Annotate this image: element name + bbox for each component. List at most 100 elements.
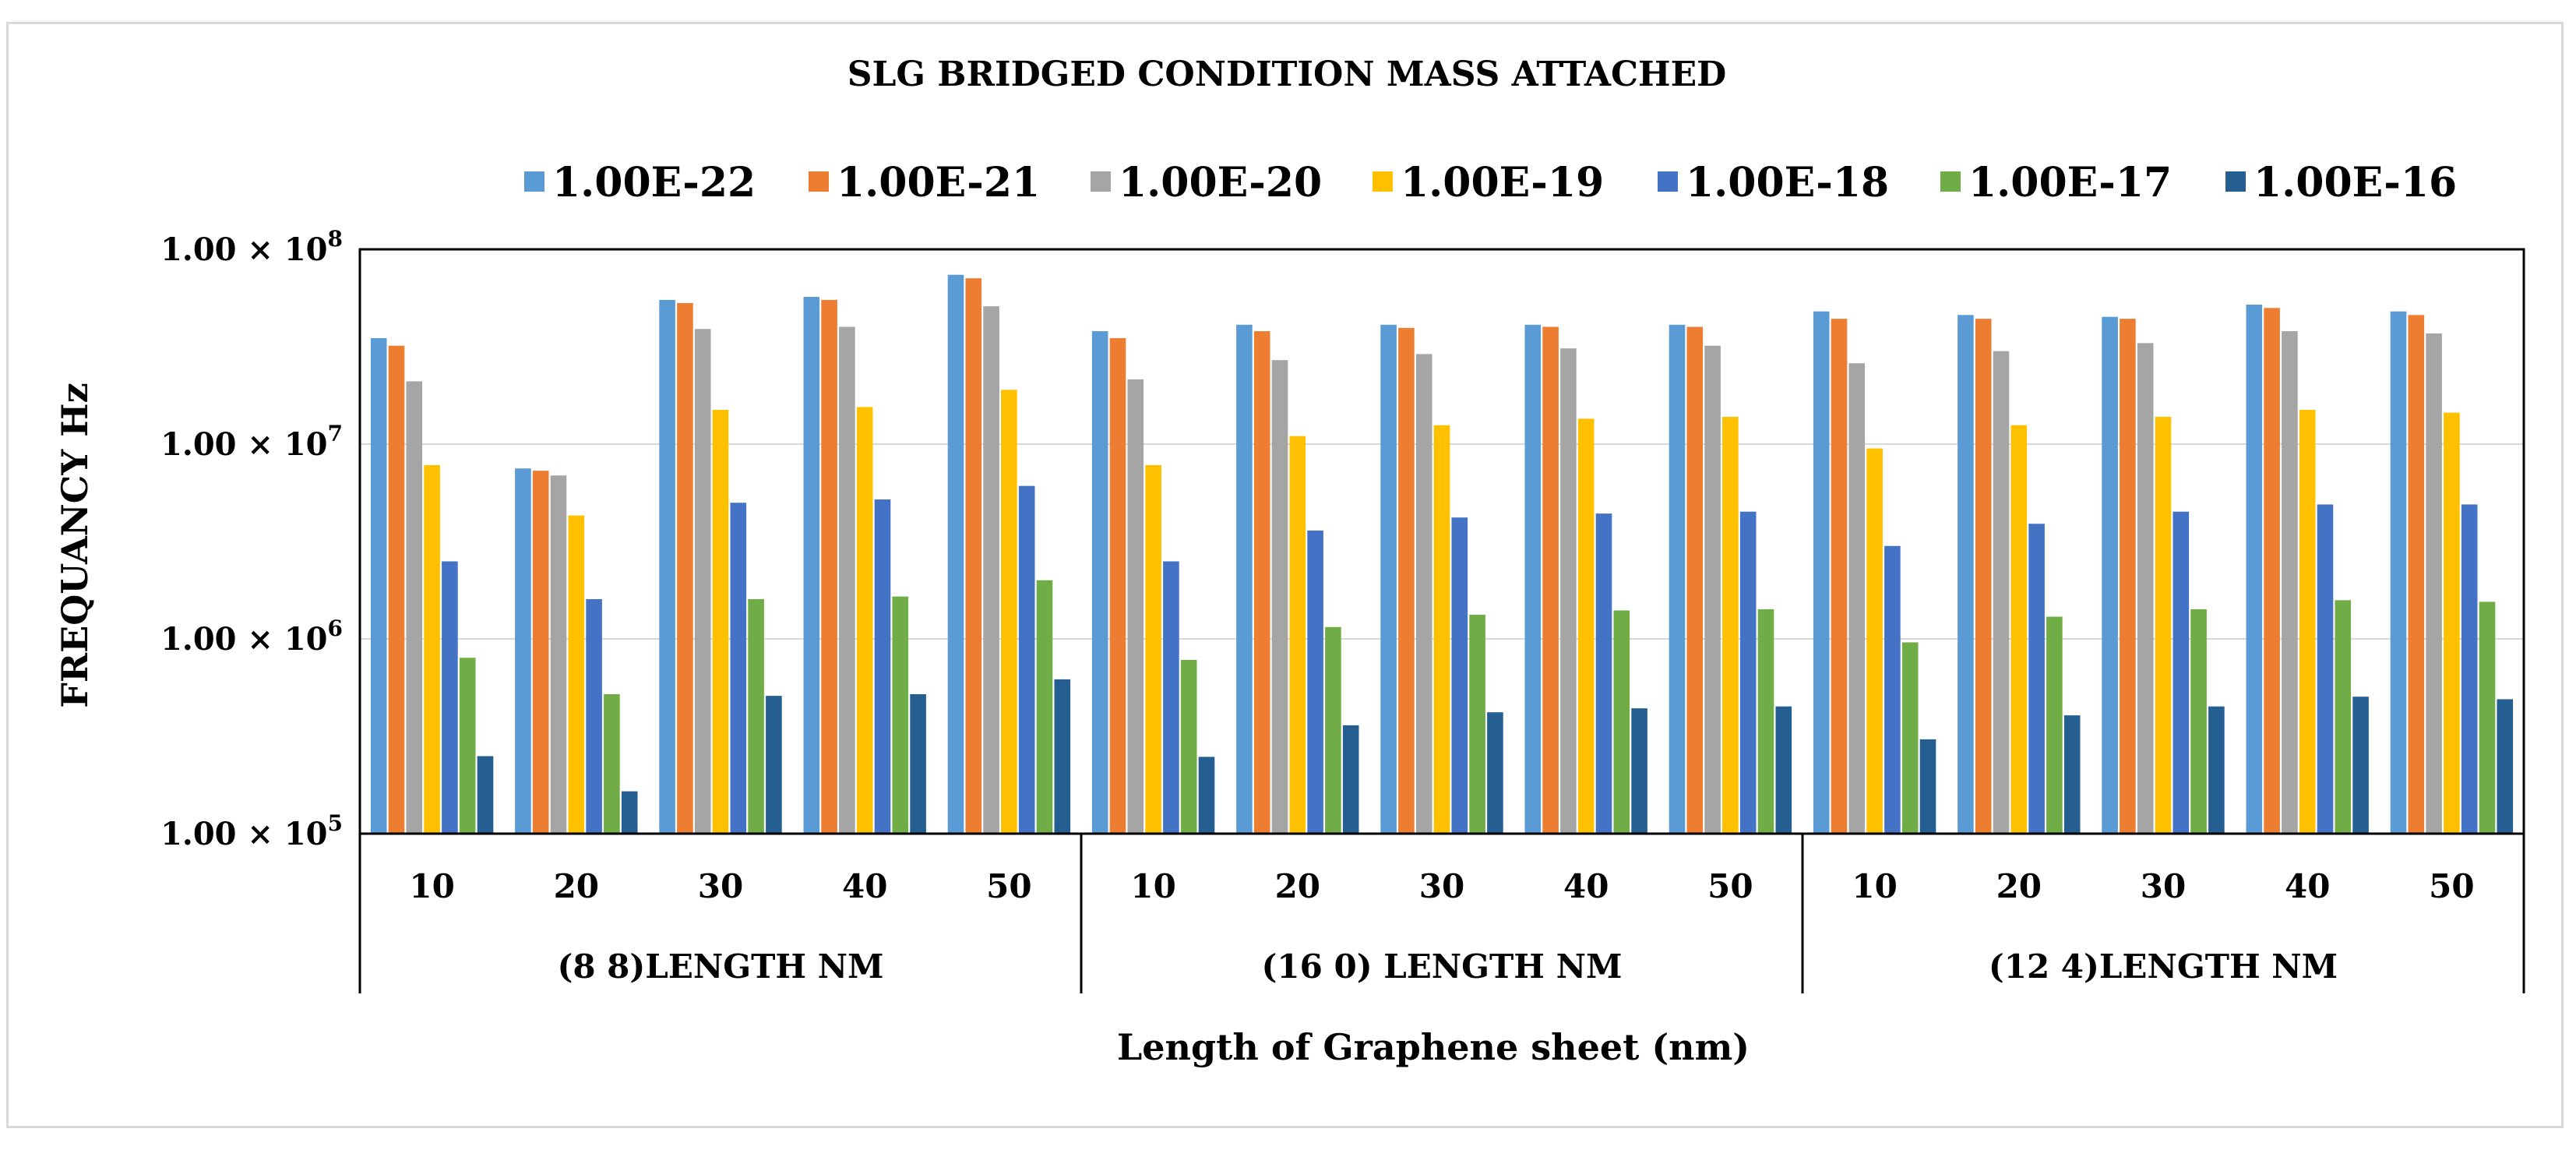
legend-swatch xyxy=(2225,171,2246,192)
bar xyxy=(1975,319,1992,834)
bar xyxy=(712,409,729,834)
bar xyxy=(677,302,693,834)
bar xyxy=(748,598,764,834)
bar xyxy=(1722,417,1739,834)
bar xyxy=(2264,308,2280,834)
bar xyxy=(2046,616,2063,834)
bar xyxy=(2335,600,2352,834)
legend-swatch xyxy=(1373,171,1393,192)
y-axis-ticks: 1.00 × 105 1.00 × 106 1.00 × 107 1.00 × 108 xyxy=(160,226,343,852)
x-tick-label: 30 xyxy=(698,867,743,905)
y-axis-title: FREQUANCY Hz xyxy=(54,383,96,708)
bar xyxy=(388,345,405,834)
x-tick-label: 50 xyxy=(2429,867,2474,905)
bar xyxy=(1342,725,1359,834)
legend-item: 1.00E-20 xyxy=(1091,159,1322,206)
bar xyxy=(1595,513,1612,834)
bar xyxy=(2497,699,2514,834)
bar xyxy=(892,596,909,834)
bar xyxy=(1901,642,1919,834)
bar xyxy=(1469,615,1485,834)
x-tick-label: 10 xyxy=(1852,867,1897,905)
bar xyxy=(515,468,531,834)
bar xyxy=(1739,511,1757,834)
bar xyxy=(1380,324,1397,834)
bar xyxy=(2299,409,2316,834)
plot-area-border xyxy=(358,248,2525,835)
bar xyxy=(1866,448,1883,834)
x-group-label: (8 8)LENGTH NM xyxy=(557,947,883,986)
bar xyxy=(550,475,567,834)
bar xyxy=(1993,351,2010,834)
bar xyxy=(766,696,782,834)
x-tick-label: 40 xyxy=(842,867,887,905)
bar xyxy=(1958,315,1974,834)
bar xyxy=(568,515,585,834)
bar xyxy=(2190,609,2207,834)
bar xyxy=(874,499,891,834)
bar xyxy=(730,503,747,834)
bar xyxy=(659,299,675,834)
bar xyxy=(2444,412,2460,834)
bar xyxy=(1577,418,1595,834)
legend-swatch xyxy=(809,171,829,192)
bar xyxy=(406,381,423,834)
bar xyxy=(1289,436,1306,834)
bar xyxy=(1145,464,1161,834)
bar xyxy=(2390,311,2407,834)
x-axis-title: Length of Graphene sheet (nm) xyxy=(1117,1026,1750,1068)
legend-item: 1.00E-21 xyxy=(809,159,1040,206)
bar xyxy=(2137,343,2154,834)
x-tick-label: 40 xyxy=(2285,867,2330,905)
bar xyxy=(477,756,494,834)
bar xyxy=(2317,504,2334,834)
chart-title: SLG BRIDGED CONDITION MASS ATTACHED xyxy=(848,55,1727,94)
bar xyxy=(1325,626,1341,834)
legend-label: 1.00E-19 xyxy=(1401,159,1604,206)
bar xyxy=(2173,511,2190,834)
legend-item: 1.00E-22 xyxy=(524,159,756,206)
legend-label: 1.00E-16 xyxy=(2254,159,2457,206)
chart-frame xyxy=(6,22,2564,1128)
bar xyxy=(2426,333,2442,834)
x-axis: 10 20 30 40 50 10 20 30 40 50 10 20 30 40 50 (8 8)LENGT… xyxy=(358,834,2525,993)
bar xyxy=(1757,609,1774,834)
bar xyxy=(1001,390,1017,834)
x-tick-label: 20 xyxy=(1275,867,1320,905)
bar xyxy=(694,329,711,834)
bar xyxy=(459,658,476,834)
bar xyxy=(1560,348,1577,834)
x-tick-label: 50 xyxy=(986,867,1031,905)
bar xyxy=(1704,345,1721,834)
legend-label: 1.00E-22 xyxy=(552,159,756,206)
x-tick-label: 20 xyxy=(554,867,599,905)
bar xyxy=(1054,679,1071,834)
legend-label: 1.00E-20 xyxy=(1119,159,1322,206)
bar xyxy=(586,598,602,834)
bar xyxy=(1487,712,1503,834)
bar xyxy=(1631,708,1647,834)
bar xyxy=(2208,706,2225,834)
bar xyxy=(1813,311,1830,834)
bar xyxy=(1236,324,1253,834)
bar xyxy=(1884,545,1901,834)
legend-swatch xyxy=(1091,171,1111,192)
bar xyxy=(1180,659,1197,834)
legend-label: 1.00E-17 xyxy=(1968,159,2172,206)
bar xyxy=(965,278,982,834)
y-tick-label: 1.00 × 106 xyxy=(160,616,343,658)
bar xyxy=(1253,331,1270,834)
x-tick-label: 10 xyxy=(409,867,454,905)
y-tick-label: 1.00 × 108 xyxy=(160,226,343,268)
legend: 1.00E-22 1.00E-21 1.00E-20 1.00E-19 1.00E-18… xyxy=(524,159,2457,206)
bar xyxy=(2010,425,2028,834)
x-tick-label: 40 xyxy=(1563,867,1609,905)
bar xyxy=(983,306,999,834)
x-tick-label: 10 xyxy=(1130,867,1175,905)
bar xyxy=(2461,504,2478,834)
bar xyxy=(1109,337,1126,834)
bar xyxy=(1848,363,1866,834)
bars xyxy=(370,274,2514,834)
bar xyxy=(370,337,387,834)
bar xyxy=(2102,316,2118,834)
